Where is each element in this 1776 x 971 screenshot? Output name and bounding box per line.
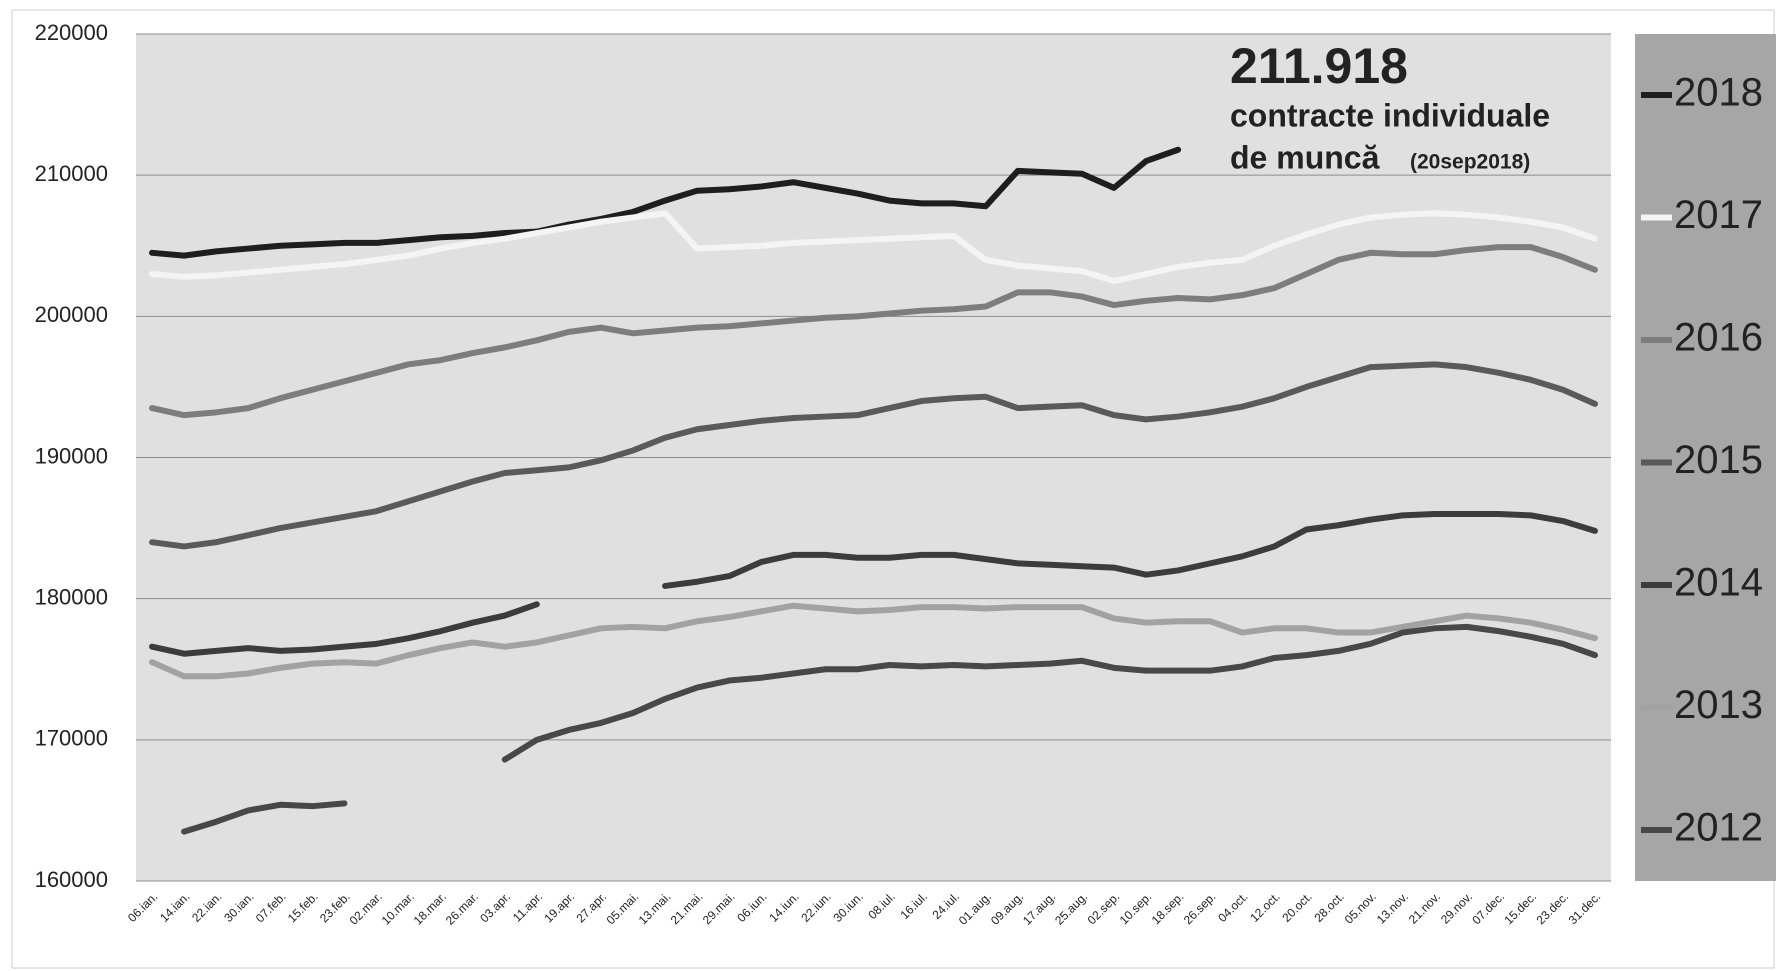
y-tick-label: 210000 [35, 161, 108, 186]
series-line [149, 601, 540, 657]
y-tick-label: 220000 [35, 20, 108, 45]
annotation-line: contracte individuale [1230, 97, 1550, 133]
legend-panel [1635, 34, 1776, 881]
y-tick-label: 160000 [35, 867, 108, 892]
series-line [662, 510, 1598, 589]
y-tick-label: 180000 [35, 584, 108, 609]
series-line [501, 623, 1598, 763]
legend-label: 2015 [1674, 438, 1763, 482]
y-tick-label: 200000 [35, 302, 108, 327]
legend-label: 2013 [1674, 683, 1763, 727]
series-line [149, 602, 1598, 680]
legend-label: 2014 [1674, 561, 1763, 605]
series-line [149, 244, 1598, 419]
series-line [181, 800, 348, 835]
series-line [149, 146, 1182, 259]
annotation-note: (20sep2018) [1410, 151, 1530, 174]
legend-label: 2018 [1674, 71, 1763, 115]
y-tick-label: 170000 [35, 726, 108, 751]
legend-label: 2017 [1674, 193, 1763, 237]
series-line [149, 210, 1598, 285]
series-line [149, 361, 1598, 550]
legend-label: 2016 [1674, 316, 1763, 360]
y-tick-label: 190000 [35, 443, 108, 468]
lines [149, 146, 1598, 835]
annotation-line: de muncă [1230, 139, 1380, 175]
annotation: 211.918 contracte individuale de muncă (… [1230, 38, 1550, 175]
annotation-value: 211.918 [1230, 38, 1408, 94]
legend-label: 2012 [1674, 806, 1763, 850]
